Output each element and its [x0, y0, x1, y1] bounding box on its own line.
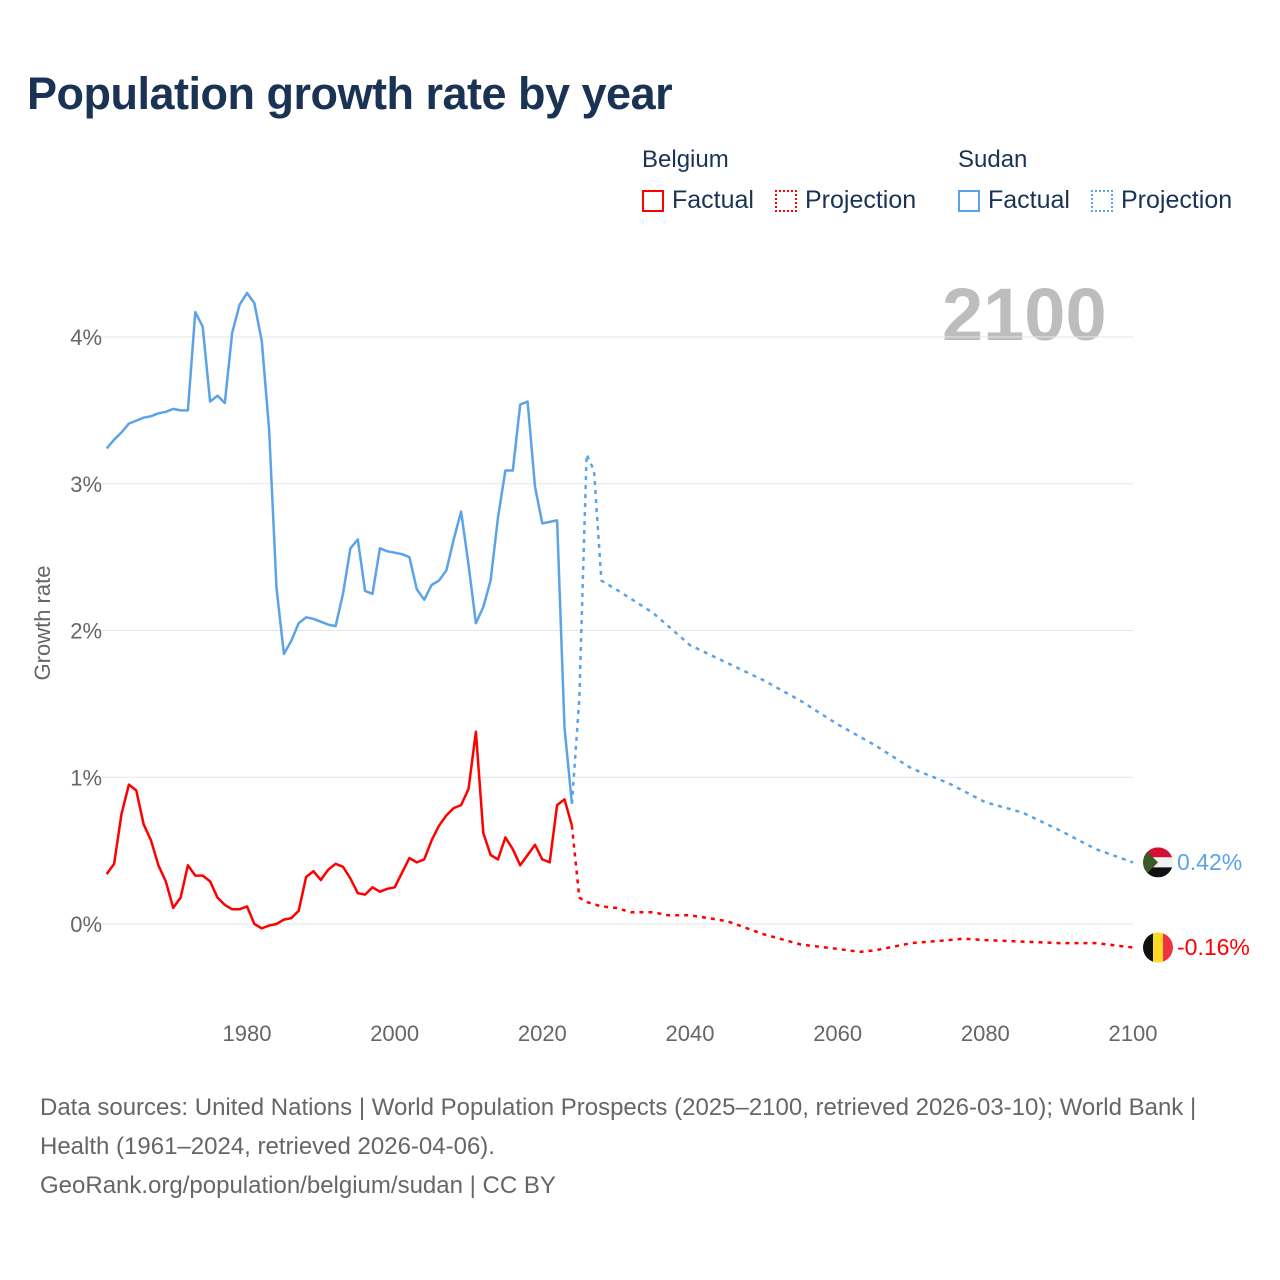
x-tick-label: 1980	[223, 1021, 272, 1046]
legend-swatch-solid	[958, 189, 980, 212]
flag-stripe	[1143, 847, 1173, 858]
x-tick-label: 2080	[961, 1021, 1010, 1046]
y-tick-label: 0%	[70, 912, 102, 937]
y-tick-label: 3%	[70, 472, 102, 497]
legend-label: Factual	[988, 186, 1070, 214]
legend-belgium-factual[interactable]: Factual	[642, 186, 754, 215]
legend-label: Projection	[1121, 186, 1233, 214]
x-tick-label: 2060	[813, 1021, 862, 1046]
flag-triangle	[1143, 847, 1158, 878]
flag-stripe	[1143, 867, 1173, 878]
belgium-flag-icon	[1143, 932, 1173, 963]
legend-label: Projection	[805, 186, 917, 214]
current-year-label: 2100	[942, 273, 1107, 356]
series-line-sudan-projection	[570, 453, 1134, 864]
flag-stripe	[1153, 932, 1163, 963]
y-tick-label: 4%	[70, 325, 102, 350]
footer-url[interactable]: GeoRank.org/population/belgium/sudan | C…	[40, 1172, 556, 1199]
series-line-belgium-factual	[105, 730, 574, 930]
legend-belgium-projection[interactable]: Projection	[775, 186, 916, 215]
x-tick-label: 2040	[666, 1021, 715, 1046]
sudan-flag-icon	[1143, 847, 1173, 878]
legend-swatch-solid	[642, 189, 664, 212]
series-line-sudan-factual	[105, 291, 574, 804]
footer: Data sources: United Nations | World Pop…	[40, 1088, 1230, 1205]
flag-stripe	[1143, 932, 1153, 963]
legend-label: Factual	[672, 186, 754, 214]
legend-sudan-projection[interactable]: Projection	[1091, 186, 1232, 215]
y-tick-label: 2%	[70, 619, 102, 644]
series-line-belgium-projection	[570, 825, 1134, 954]
x-tick-label: 2020	[518, 1021, 567, 1046]
legend-swatch-dotted	[775, 189, 797, 212]
y-tick-label: 1%	[70, 765, 102, 790]
legend-sudan-factual[interactable]: Factual	[958, 186, 1070, 215]
legend-swatch-dotted	[1091, 189, 1113, 212]
legend-group-belgium: Belgium	[642, 146, 729, 173]
footer-sources: Data sources: United Nations | World Pop…	[40, 1094, 1197, 1160]
end-label-sudan: 0.42%	[1177, 849, 1243, 876]
flag-stripe	[1163, 932, 1173, 963]
x-tick-label: 2100	[1109, 1021, 1158, 1046]
chart-title: Population growth rate by year	[27, 68, 673, 119]
legend-group-sudan: Sudan	[958, 146, 1028, 173]
end-label-belgium: -0.16%	[1177, 934, 1250, 961]
x-tick-label: 2000	[370, 1021, 419, 1046]
